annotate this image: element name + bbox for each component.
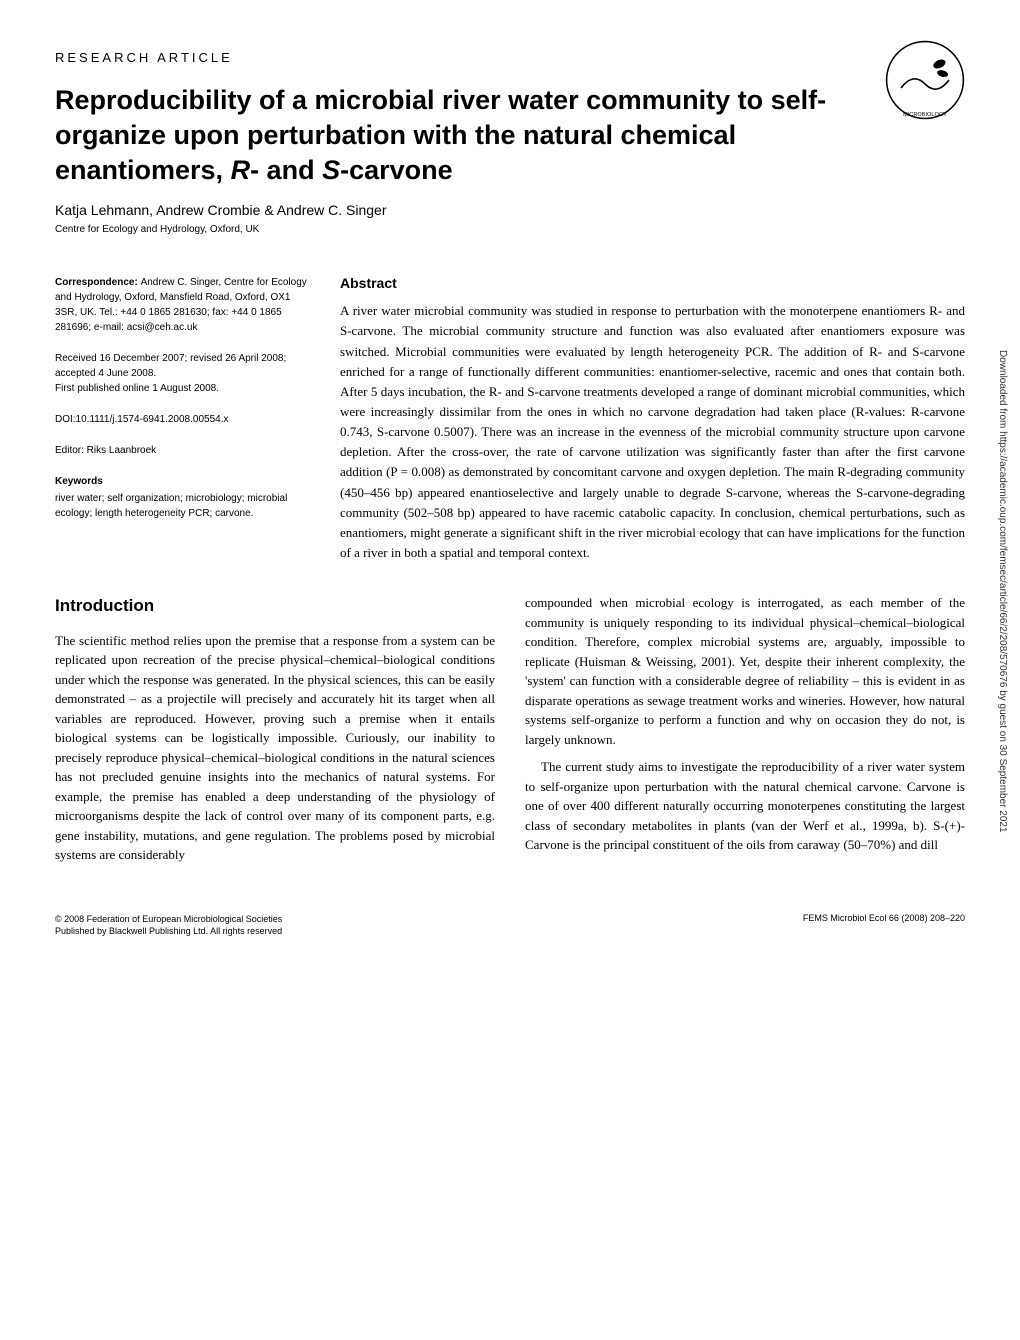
intro-col2-p1: compounded when microbial ecology is int… bbox=[525, 593, 965, 749]
body-left-column: Introduction The scientific method relie… bbox=[55, 593, 495, 865]
dates-block: Received 16 December 2007; revised 26 Ap… bbox=[55, 351, 310, 396]
keywords-text: river water; self organization; microbio… bbox=[55, 491, 310, 521]
title-r: R bbox=[231, 155, 251, 185]
correspondence-block: Correspondence: Andrew C. Singer, Centre… bbox=[55, 275, 310, 335]
intro-col1-text: The scientific method relies upon the pr… bbox=[55, 631, 495, 865]
keywords-heading: Keywords bbox=[55, 474, 310, 489]
introduction-heading: Introduction bbox=[55, 593, 495, 619]
footer-journal-ref: FEMS Microbiol Ecol 66 (2008) 208–220 bbox=[803, 913, 965, 938]
keywords-block: Keywords river water; self organization;… bbox=[55, 474, 310, 521]
intro-col2-p2: The current study aims to investigate th… bbox=[525, 757, 965, 855]
title-part3: -carvone bbox=[340, 155, 453, 185]
correspondence-label: Correspondence: bbox=[55, 277, 141, 288]
title-s: S bbox=[322, 155, 340, 185]
download-sidebar: Downloaded from https://academic.oup.com… bbox=[997, 350, 1008, 833]
authors: Katja Lehmann, Andrew Crombie & Andrew C… bbox=[55, 202, 965, 218]
abstract-heading: Abstract bbox=[340, 275, 965, 291]
first-published-text: First published online 1 August 2008. bbox=[55, 381, 310, 396]
footer-left: © 2008 Federation of European Microbiolo… bbox=[55, 913, 282, 938]
body-columns: Introduction The scientific method relie… bbox=[55, 593, 965, 865]
metadata-column: Correspondence: Andrew C. Singer, Centre… bbox=[55, 275, 310, 563]
abstract-column: Abstract A river water microbial communi… bbox=[340, 275, 965, 563]
affiliation: Centre for Ecology and Hydrology, Oxford… bbox=[55, 224, 965, 235]
page-footer: © 2008 Federation of European Microbiolo… bbox=[55, 905, 965, 938]
article-title: Reproducibility of a microbial river wat… bbox=[55, 83, 905, 188]
article-type: RESEARCH ARTICLE bbox=[55, 50, 965, 65]
received-text: Received 16 December 2007; revised 26 Ap… bbox=[55, 351, 310, 381]
fems-logo: MICROBIOLOGY bbox=[885, 40, 965, 120]
copyright-line2: Published by Blackwell Publishing Ltd. A… bbox=[55, 925, 282, 938]
meta-abstract-row: Correspondence: Andrew C. Singer, Centre… bbox=[55, 275, 965, 563]
body-right-column: compounded when microbial ecology is int… bbox=[525, 593, 965, 865]
svg-text:MICROBIOLOGY: MICROBIOLOGY bbox=[903, 112, 947, 118]
title-part2: - and bbox=[250, 155, 322, 185]
editor-block: Editor: Riks Laanbroek bbox=[55, 443, 310, 458]
copyright-line1: © 2008 Federation of European Microbiolo… bbox=[55, 913, 282, 926]
doi-block: DOI:10.1111/j.1574-6941.2008.00554.x bbox=[55, 412, 310, 427]
abstract-text: A river water microbial community was st… bbox=[340, 301, 965, 563]
